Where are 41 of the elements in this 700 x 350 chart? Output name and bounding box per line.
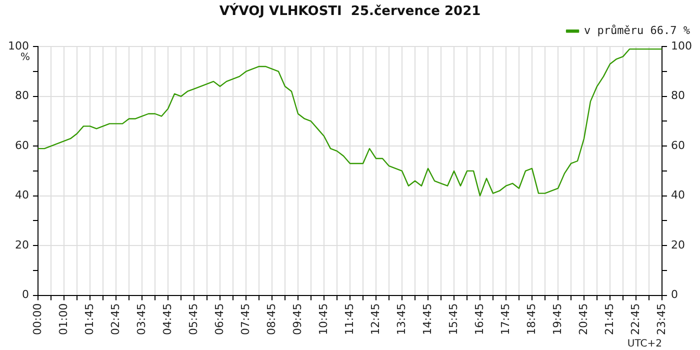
x-tick-label: 09:45 [290, 303, 304, 336]
x-tick-label: 08:45 [264, 303, 278, 336]
y-tick-label: 40 [14, 188, 29, 202]
x-tick-label: 23:45 [654, 303, 668, 336]
y2-tick-label: 0 [671, 288, 678, 302]
x-tick-label: 13:45 [394, 303, 408, 336]
x-tick-label: 01:00 [56, 303, 70, 336]
legend-label: v průměru 66.7 % [584, 24, 690, 37]
y-tick-label: 80 [14, 89, 29, 102]
x-tick-label: 22:45 [628, 303, 642, 336]
x-tick-label: 02:45 [108, 303, 122, 336]
x-tick-label: 12:45 [368, 303, 382, 336]
x-tick-label: 19:45 [550, 303, 564, 336]
y2-tick-label: 100 [671, 39, 692, 52]
y-tick-label: 60 [14, 138, 29, 152]
y-tick-label: 0 [22, 288, 29, 302]
x-tick-label: 16:45 [472, 303, 486, 336]
x-tick-label: 20:45 [576, 303, 590, 336]
y2-tick-label: 60 [671, 138, 686, 152]
x-tick-label: 03:45 [134, 303, 148, 336]
x-tick-label: 17:45 [498, 303, 512, 336]
y2-tick-label: 40 [671, 188, 686, 202]
y2-tick-label: 20 [671, 238, 686, 252]
x-tick-label: 18:45 [524, 303, 538, 336]
y-tick-label: 100 [8, 39, 29, 52]
x-axis-title: UTC+2 [627, 338, 662, 350]
x-tick-label: 06:45 [212, 303, 226, 336]
y2-tick-label: 80 [671, 89, 686, 102]
y-tick-label: 20 [14, 238, 29, 252]
chart-title: VÝVOJ VLHKOSTI 25.července 2021 [219, 2, 481, 20]
x-tick-label: 11:45 [342, 303, 356, 336]
x-tick-label: 21:45 [602, 303, 616, 336]
x-tick-label: 15:45 [446, 303, 460, 336]
x-tick-label: 14:45 [420, 303, 434, 336]
x-tick-label: 04:45 [160, 303, 174, 336]
x-tick-label: 05:45 [186, 303, 200, 336]
x-tick-label: 00:00 [30, 303, 44, 336]
x-tick-label: 10:45 [316, 303, 330, 336]
x-tick-label: 01:45 [82, 303, 96, 336]
y-axis-title: % [20, 52, 30, 64]
x-tick-label: 07:45 [238, 303, 252, 336]
